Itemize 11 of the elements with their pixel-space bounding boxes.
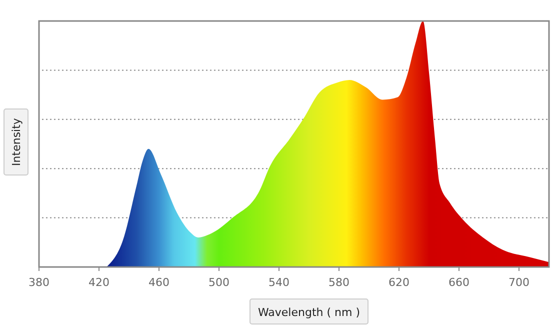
x-tick-label: 420 [88, 276, 110, 289]
x-tick-label: 540 [268, 276, 290, 289]
x-tick-label: 700 [508, 276, 530, 289]
x-tick-label: 620 [388, 276, 410, 289]
x-tick-label: 380 [28, 276, 50, 289]
x-tick-label: 660 [448, 276, 470, 289]
x-tick-label: 460 [148, 276, 170, 289]
x-tick-label: 500 [208, 276, 230, 289]
x-tick-label: 580 [328, 276, 350, 289]
y-axis-title: Intensity [10, 118, 23, 166]
x-axis-title: Wavelength ( nm ) [258, 306, 360, 319]
